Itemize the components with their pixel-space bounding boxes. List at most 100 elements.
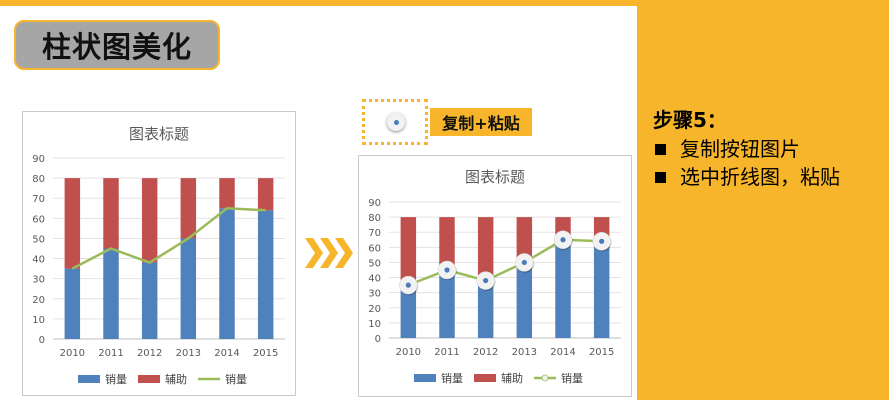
legend-label: 销量 [561, 371, 583, 385]
bar-aux [219, 178, 235, 209]
legend-label: 辅助 [501, 371, 523, 385]
x-tick-label: 2013 [176, 348, 201, 359]
line-sales [71, 207, 266, 270]
y-tick-label: 20 [368, 304, 381, 315]
marker-dot [521, 259, 527, 266]
step-item: 复制按钮图片 [653, 135, 840, 163]
bar-sales [257, 210, 274, 339]
y-tick-label: 90 [32, 154, 45, 165]
marker-dot [405, 282, 411, 288]
bar-sales [516, 262, 533, 338]
y-tick-label: 80 [368, 213, 381, 224]
line-marker [515, 253, 535, 273]
chart-title: 图表标题 [465, 168, 525, 186]
y-tick-label: 60 [368, 243, 381, 254]
y-tick-label: 0 [39, 335, 45, 346]
x-tick-label: 2011 [98, 348, 123, 359]
line-marker [399, 275, 419, 296]
marker-dot-icon [387, 113, 405, 131]
slide-title-box: 柱状图美化 [14, 20, 220, 70]
chart-svg: 图表标题 0 10 20 30 40 50 60 70 80 90 2010 2011 2012 2013 2… [368, 168, 621, 385]
y-tick-label: 50 [368, 258, 381, 269]
right-panel [637, 0, 889, 400]
bar-sales [555, 239, 571, 338]
legend-swatch [474, 374, 496, 382]
bar-sales [400, 285, 417, 338]
x-tick-label: 2010 [396, 347, 421, 358]
line-marker [592, 232, 612, 252]
bar-aux [180, 178, 197, 239]
bar-aux [400, 217, 417, 286]
x-tick-label: 2013 [512, 347, 537, 358]
bar-aux [141, 178, 158, 263]
legend-label: 销量 [441, 371, 463, 385]
y-tick-label: 80 [32, 174, 45, 185]
y-tick-label: 40 [32, 255, 45, 266]
legend-swatch [414, 374, 436, 382]
marker-dot [483, 277, 489, 284]
bar-aux [103, 178, 119, 249]
y-tick-label: 10 [368, 319, 381, 330]
y-tick-label: 30 [32, 275, 45, 286]
marker-dot [599, 238, 605, 244]
copy-paste-label: 复制+粘贴 [430, 108, 532, 136]
bar-sales [477, 280, 494, 338]
square-bullet-icon [655, 143, 666, 155]
x-tick-label: 2012 [137, 348, 162, 359]
line-marker [553, 230, 573, 250]
y-tick-label: 0 [375, 334, 381, 345]
legend-label: 销量 [105, 372, 127, 386]
legend-swatch [138, 375, 160, 383]
bar-sales [103, 248, 119, 339]
x-tick-label: 2012 [473, 347, 498, 358]
arrow-chevrons-icon [305, 236, 353, 274]
bar-sales [141, 262, 158, 339]
y-tick-label: 10 [32, 315, 45, 326]
bar-sales [439, 270, 455, 338]
bar-aux [257, 178, 274, 211]
marker-button-image[interactable] [362, 99, 428, 145]
marker-dot [444, 267, 450, 273]
step-title: 步骤5： [653, 108, 727, 132]
chart-before[interactable]: 图表标题 0 10 20 30 40 50 60 70 80 90 2010 2011 2012 2013 2… [22, 111, 296, 396]
step-item-text: 选中折线图，粘贴 [680, 165, 840, 189]
steps-block: 步骤5： 复制按钮图片 选中折线图，粘贴 [653, 104, 840, 191]
y-tick-label: 30 [368, 289, 381, 300]
top-accent-bar [0, 0, 637, 6]
y-tick-label: 90 [368, 198, 381, 209]
legend-label: 辅助 [165, 372, 187, 386]
x-tick-label: 2015 [589, 347, 614, 358]
y-tick-label: 20 [32, 295, 45, 306]
legend-label: 销量 [225, 372, 247, 386]
marker-dot [560, 237, 566, 243]
bar-sales [64, 268, 81, 339]
legend-marker [541, 374, 549, 382]
x-tick-label: 2015 [253, 348, 278, 359]
chart-title: 图表标题 [129, 125, 189, 143]
bar-aux [516, 217, 533, 263]
bar-sales [219, 208, 235, 339]
bar-aux [439, 217, 455, 270]
bar-aux [64, 178, 81, 269]
step-item: 选中折线图，粘贴 [653, 163, 840, 191]
legend-swatch [78, 375, 100, 383]
chart-after[interactable]: 图表标题 0 10 20 30 40 50 60 70 80 90 2010 2011 2012 2013 2… [358, 155, 632, 397]
y-tick-label: 40 [368, 274, 381, 285]
step-item-text: 复制按钮图片 [680, 137, 800, 161]
x-tick-label: 2014 [550, 347, 575, 358]
y-tick-label: 60 [32, 214, 45, 225]
line-marker [437, 260, 457, 281]
bar-sales [180, 238, 197, 339]
x-tick-label: 2014 [214, 348, 239, 359]
square-bullet-icon [655, 171, 666, 183]
x-tick-label: 2010 [60, 348, 85, 359]
line-marker [476, 271, 496, 291]
y-tick-label: 50 [32, 234, 45, 245]
chart-svg: 图表标题 0 10 20 30 40 50 60 70 80 90 2010 2011 2012 2013 2… [32, 125, 285, 386]
y-tick-label: 70 [368, 228, 381, 239]
bar-sales [593, 241, 610, 338]
bar-aux [477, 217, 494, 281]
x-tick-label: 2011 [434, 347, 459, 358]
slide-title: 柱状图美化 [41, 30, 192, 64]
y-tick-label: 70 [32, 194, 45, 205]
